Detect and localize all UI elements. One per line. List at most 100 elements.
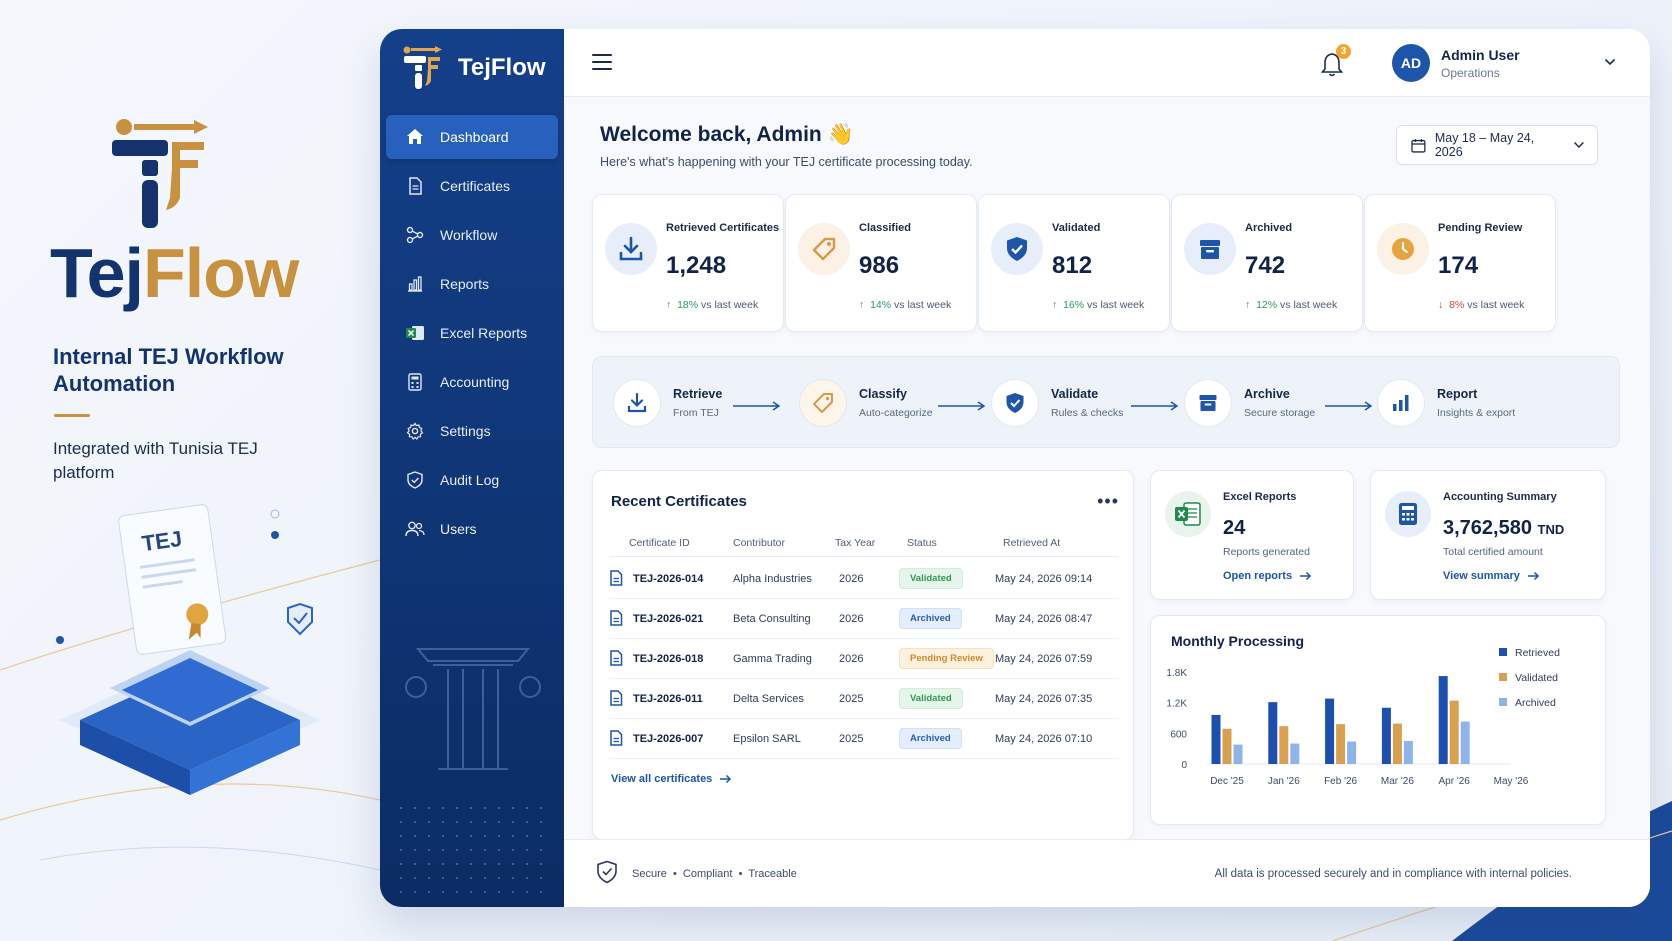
certificate-id: TEJ-2026-018 xyxy=(633,653,704,665)
sidebar-item-certificates[interactable]: Certificates xyxy=(386,164,558,208)
excel-reports-card[interactable]: Excel Reports 24 Reports generated Open … xyxy=(1150,470,1354,600)
stat-card-validated[interactable]: Validated 812 ↑ 16% vs last week xyxy=(978,194,1170,332)
sidebar-item-accounting[interactable]: Accounting xyxy=(386,360,558,404)
y-tick-label: 1.2K xyxy=(1166,699,1187,710)
stat-value: 174 xyxy=(1438,252,1479,279)
tejflow-logo-icon xyxy=(112,119,208,228)
status-badge: Archived xyxy=(899,608,962,629)
tax-year: 2026 xyxy=(839,653,864,665)
stat-value: 812 xyxy=(1052,252,1093,279)
bar-retrieved xyxy=(1381,707,1391,764)
users-icon xyxy=(404,518,426,540)
bar-validated xyxy=(1336,724,1346,764)
workflow-step-archive[interactable]: Archive Secure storage xyxy=(1184,377,1315,429)
contributor: Delta Services xyxy=(733,693,804,705)
bar-archived xyxy=(1403,741,1413,764)
column-header: Status xyxy=(907,537,937,549)
bar-retrieved xyxy=(1438,676,1448,764)
document-icon xyxy=(610,570,623,586)
stat-label: Pending Review xyxy=(1438,222,1523,234)
stat-card-pending[interactable]: Pending Review 174 ↓ 8% vs last week xyxy=(1364,194,1556,332)
notifications-button[interactable]: 3 xyxy=(1320,44,1351,79)
legend-swatch xyxy=(1499,698,1507,706)
document-icon xyxy=(610,610,623,626)
arrow-up-icon: ↑ xyxy=(1052,299,1058,311)
status-badge: Archived xyxy=(899,728,962,749)
step-desc: Secure storage xyxy=(1244,407,1316,419)
archive-box-icon xyxy=(1184,223,1236,275)
step-desc: Rules & checks xyxy=(1051,407,1124,419)
workflow-step-classify[interactable]: Classify Auto-categorize xyxy=(799,377,933,429)
hero-title: TejFlow xyxy=(50,234,299,312)
workflow-pipeline: Retrieve From TEJ Classify Auto-categorize… xyxy=(592,356,1620,448)
hero-panel: TejFlow Internal TEJ Workflow Automation… xyxy=(0,0,380,941)
document-icon xyxy=(404,175,426,197)
table-row[interactable]: TEJ-2026-011 Delta Services 2025 Validated M… xyxy=(609,679,1119,719)
sidebar-item-dashboard[interactable]: Dashboard xyxy=(386,115,558,159)
bar-retrieved xyxy=(1325,698,1335,764)
menu-toggle-icon[interactable] xyxy=(592,54,612,70)
stat-card-archived[interactable]: Archived 742 ↑ 12% vs last week xyxy=(1171,194,1363,332)
x-tick-label: May '26 xyxy=(1494,776,1529,787)
y-tick-label: 600 xyxy=(1170,729,1187,740)
arrow-right-icon xyxy=(1300,571,1312,581)
stat-card-classified[interactable]: Classified 986 ↑ 14% vs last week xyxy=(785,194,977,332)
step-name: Report xyxy=(1437,387,1478,401)
legend-label: Archived xyxy=(1515,697,1556,709)
tax-year: 2026 xyxy=(839,613,864,625)
open-reports-link[interactable]: Open reports xyxy=(1223,570,1312,582)
bar-chart-icon xyxy=(404,273,426,295)
document-icon xyxy=(610,730,623,746)
sidebar-item-label: Dashboard xyxy=(440,129,509,145)
view-all-certificates-link[interactable]: View all certificates xyxy=(611,773,732,785)
workflow-step-report[interactable]: Report Insights & export xyxy=(1377,377,1515,429)
sidebar-item-workflow[interactable]: Workflow xyxy=(386,213,558,257)
user-role: Operations xyxy=(1441,65,1500,80)
table-row[interactable]: TEJ-2026-021 Beta Consulting 2026 Archived M… xyxy=(609,599,1119,639)
more-options-icon[interactable]: ••• xyxy=(1097,491,1119,511)
bar-validated xyxy=(1449,700,1459,764)
sidebar-brand[interactable]: TejFlow xyxy=(402,43,546,93)
tejflow-logo-icon xyxy=(403,46,442,89)
bar-validated xyxy=(1222,728,1232,764)
accounting-summary-card[interactable]: Accounting Summary 3,762,580 TND Total c… xyxy=(1370,470,1606,600)
table-row[interactable]: TEJ-2026-014 Alpha Industries 2026 Validate… xyxy=(609,559,1119,599)
chevron-down-icon xyxy=(1574,142,1585,149)
sidebar-item-audit-log[interactable]: Audit Log xyxy=(386,458,558,502)
sidebar-item-users[interactable]: Users xyxy=(386,507,558,551)
tax-year: 2025 xyxy=(839,693,864,705)
y-tick-label: 0 xyxy=(1181,760,1187,771)
avatar: AD xyxy=(1392,44,1430,82)
arrow-right-icon xyxy=(1131,401,1179,411)
footer-compliance-note: All data is processed securely and in co… xyxy=(1214,868,1572,880)
stat-card-retrieved[interactable]: Retrieved Certificates 1,248 ↑ 18% vs la… xyxy=(592,194,784,332)
bar-archived xyxy=(1460,721,1470,764)
sidebar-item-excel-reports[interactable]: Excel Reports xyxy=(386,311,558,355)
table-row[interactable]: TEJ-2026-018 Gamma Trading 2026 Pending Rev… xyxy=(609,639,1119,679)
user-menu[interactable]: AD Admin User Operations xyxy=(1392,42,1632,84)
arrow-right-icon xyxy=(720,774,732,784)
bar-retrieved xyxy=(1211,714,1221,764)
monthly-processing-card: Monthly Processing 0 600 1.2K 1.8K Dec '25 Jan… xyxy=(1150,615,1606,825)
footer-tagline: Secure • Compliant • Traceable xyxy=(632,868,797,880)
stat-value: 986 xyxy=(859,252,900,279)
date-range-picker[interactable]: May 18 – May 24, 2026 xyxy=(1396,125,1598,165)
arrow-down-icon: ↓ xyxy=(1438,299,1444,311)
view-summary-link[interactable]: View summary xyxy=(1443,570,1540,582)
sidebar-item-settings[interactable]: Settings xyxy=(386,409,558,453)
sidebar-item-reports[interactable]: Reports xyxy=(386,262,558,306)
hero-note: Integrated with Tunisia TEJ platform xyxy=(53,439,258,482)
pillar-decoration-icon xyxy=(405,648,541,770)
status-badge: Validated xyxy=(899,688,963,709)
workflow-step-validate[interactable]: Validate Rules & checks xyxy=(991,377,1123,429)
table-header: Certificate ID Contributor Tax Year Stat… xyxy=(609,533,1119,557)
bar-validated xyxy=(1392,723,1402,764)
tax-year: 2025 xyxy=(839,733,864,745)
chevron-down-icon xyxy=(1604,58,1616,66)
table-row[interactable]: TEJ-2026-007 Epsilon SARL 2025 Archived May … xyxy=(609,719,1119,759)
workflow-icon xyxy=(404,224,426,246)
chart-title: Monthly Processing xyxy=(1171,633,1304,649)
workflow-step-retrieve[interactable]: Retrieve From TEJ xyxy=(613,377,722,429)
shield-icon xyxy=(404,469,426,491)
retrieved-at: May 24, 2026 09:14 xyxy=(995,573,1093,585)
